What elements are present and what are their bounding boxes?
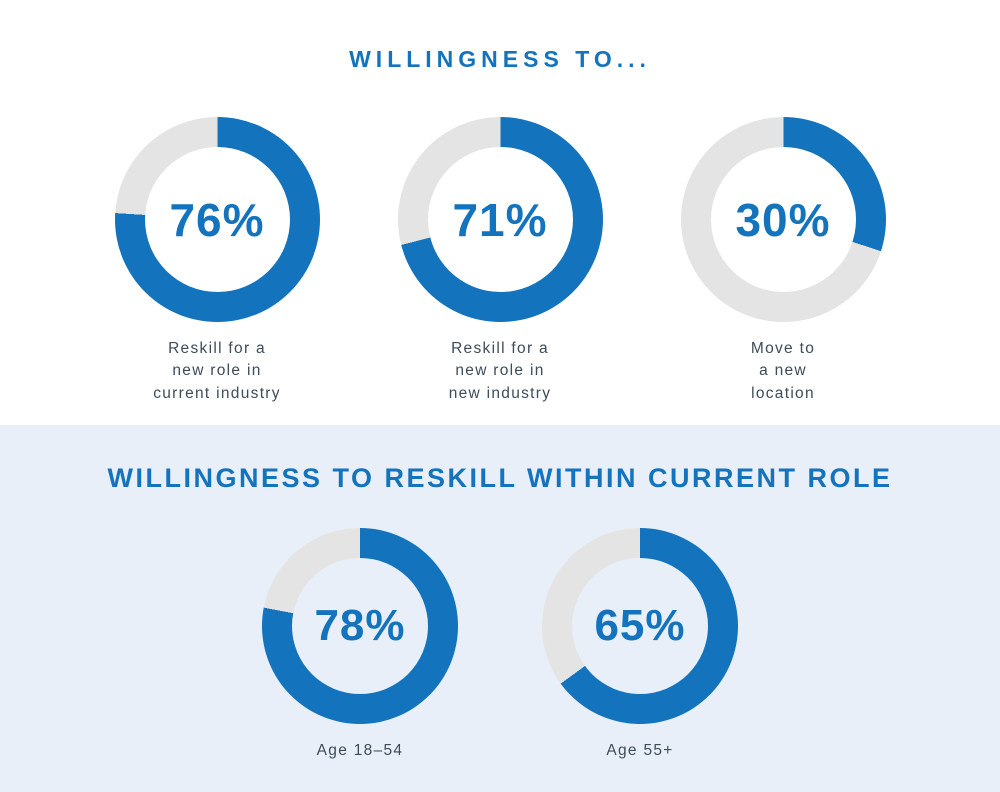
donut-value: 65% bbox=[594, 601, 686, 650]
donut-caption: Reskill for a new role in new industry bbox=[448, 340, 552, 402]
donut-caption: Age 18–54 bbox=[316, 742, 404, 759]
donut-value: 76% bbox=[169, 193, 265, 246]
bottom-section-title: WILLINGNESS TO RESKILL WITHIN CURRENT RO… bbox=[107, 463, 893, 493]
donut-caption: Age 55+ bbox=[606, 742, 674, 759]
donut-age-55-plus: 65% Age 55+ bbox=[542, 528, 738, 762]
donut-age-18-54: 78% Age 18–54 bbox=[262, 528, 458, 762]
donut-value: 78% bbox=[314, 601, 406, 650]
section-willingness-to: WILLINGNESS TO... 76% Reskill for a new … bbox=[0, 46, 1000, 405]
donut-ring-move-location: 30% bbox=[680, 117, 886, 322]
donut-ring-reskill-new-industry: 71% bbox=[397, 117, 603, 322]
donut-reskill-current-industry: 76% Reskill for a new role in current in… bbox=[114, 117, 320, 405]
section-reskill-within-current-role: WILLINGNESS TO RESKILL WITHIN CURRENT RO… bbox=[0, 425, 1000, 792]
top-charts-row: 76% Reskill for a new role in current in… bbox=[0, 117, 1000, 405]
donut-caption: Reskill for a new role in current indust… bbox=[153, 340, 281, 402]
donut-value: 30% bbox=[735, 193, 831, 246]
donut-caption: Move to a new location bbox=[750, 340, 816, 402]
donut-value: 71% bbox=[452, 193, 548, 246]
top-section-title: WILLINGNESS TO... bbox=[349, 46, 651, 72]
donut-ring-reskill-current-industry: 76% bbox=[114, 117, 320, 322]
donut-ring-age-18-54: 78% bbox=[262, 528, 458, 724]
donut-reskill-new-industry: 71% Reskill for a new role in new indust… bbox=[397, 117, 603, 405]
bottom-charts-row: 78% Age 18–54 65% Age 55+ bbox=[0, 528, 1000, 762]
donut-ring-age-55-plus: 65% bbox=[542, 528, 738, 724]
donut-move-location: 30% Move to a new location bbox=[680, 117, 886, 405]
